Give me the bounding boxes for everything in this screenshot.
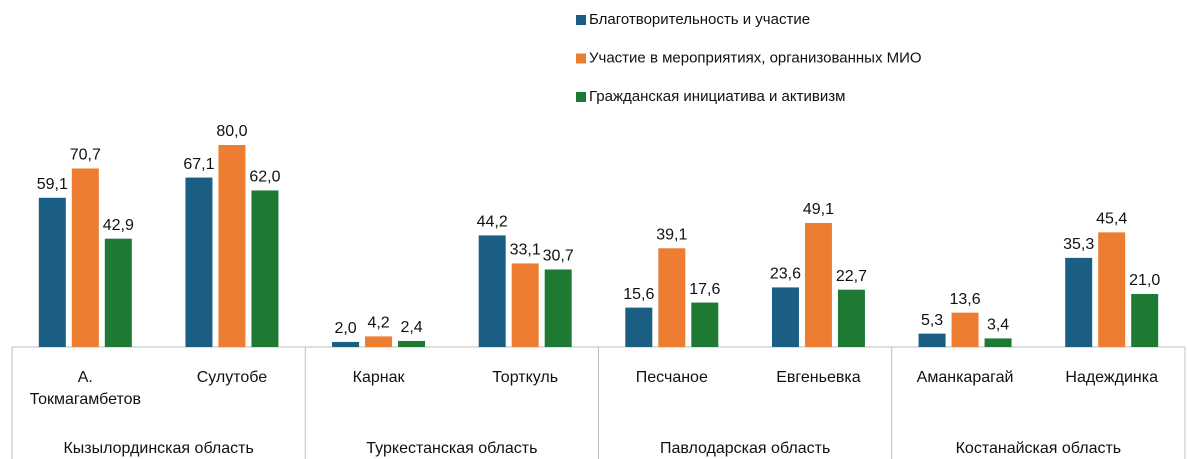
group-label: Туркестанская область bbox=[366, 440, 537, 457]
x-tick-label: Евгеньевка bbox=[776, 369, 861, 386]
group-label: Кызылординская область bbox=[63, 440, 253, 457]
bar bbox=[1098, 232, 1126, 347]
bar bbox=[511, 263, 539, 347]
bar bbox=[1131, 293, 1159, 347]
data-label: 23,6 bbox=[770, 266, 801, 283]
data-label: 4,2 bbox=[367, 315, 389, 332]
bar bbox=[38, 197, 66, 347]
data-label: 62,0 bbox=[249, 169, 280, 186]
data-label: 15,6 bbox=[623, 286, 654, 303]
x-tick-label: А. Токмагамбетов bbox=[29, 369, 142, 408]
bar bbox=[478, 235, 506, 347]
bar bbox=[332, 341, 360, 347]
bar bbox=[398, 340, 426, 347]
bar bbox=[1065, 257, 1093, 347]
x-tick-label: Карнак bbox=[352, 369, 405, 386]
group-label: Костанайская область bbox=[956, 440, 1122, 457]
bar bbox=[365, 336, 393, 347]
data-label: 2,0 bbox=[334, 320, 356, 337]
legend-label: Участие в мероприятиях, организованных М… bbox=[589, 49, 922, 66]
legend-label: Благотворительность и участие bbox=[589, 11, 810, 28]
data-label: 59,1 bbox=[37, 176, 68, 193]
data-label: 22,7 bbox=[836, 268, 867, 285]
x-tick-label: Сулутобе bbox=[196, 369, 268, 386]
bar bbox=[951, 312, 979, 347]
bar bbox=[837, 289, 865, 347]
bar bbox=[185, 177, 213, 347]
legend-label: Гражданская инициатива и активизм bbox=[589, 88, 845, 105]
group-label: Павлодарская область bbox=[660, 440, 830, 457]
data-label: 67,1 bbox=[183, 156, 214, 173]
bar bbox=[804, 223, 832, 347]
bar bbox=[691, 302, 719, 347]
data-label: 39,1 bbox=[656, 226, 687, 243]
data-label: 35,3 bbox=[1063, 236, 1094, 253]
bar bbox=[104, 238, 132, 347]
data-label: 30,7 bbox=[543, 248, 574, 265]
data-label: 49,1 bbox=[803, 201, 834, 218]
data-label: 33,1 bbox=[510, 242, 541, 259]
x-tick-label: Аманкарагай bbox=[916, 369, 1014, 386]
bar bbox=[984, 338, 1012, 347]
legend-swatch bbox=[576, 53, 586, 64]
bar bbox=[544, 269, 572, 347]
data-label: 80,0 bbox=[216, 123, 247, 140]
x-tick-label: Песчаное bbox=[635, 369, 708, 386]
data-label: 3,4 bbox=[987, 317, 1009, 334]
x-tick-label: Торткуль bbox=[492, 369, 559, 386]
data-label: 21,0 bbox=[1129, 272, 1160, 289]
data-label: 44,2 bbox=[477, 214, 508, 231]
bar bbox=[625, 307, 653, 347]
bar bbox=[658, 248, 686, 347]
data-label: 45,4 bbox=[1096, 211, 1127, 228]
data-label: 2,4 bbox=[400, 319, 422, 336]
bar bbox=[771, 287, 799, 347]
bar bbox=[218, 145, 246, 347]
data-label: 13,6 bbox=[949, 291, 980, 308]
legend-swatch bbox=[576, 92, 586, 102]
x-tick-label: Надеждинка bbox=[1065, 369, 1158, 386]
data-label: 42,9 bbox=[103, 217, 134, 234]
bar bbox=[251, 190, 279, 347]
data-label: 70,7 bbox=[70, 147, 101, 164]
bar bbox=[71, 168, 99, 347]
data-label: 17,6 bbox=[689, 281, 720, 298]
legend-swatch bbox=[576, 15, 586, 25]
data-label: 5,3 bbox=[921, 312, 943, 329]
bar bbox=[918, 333, 946, 347]
